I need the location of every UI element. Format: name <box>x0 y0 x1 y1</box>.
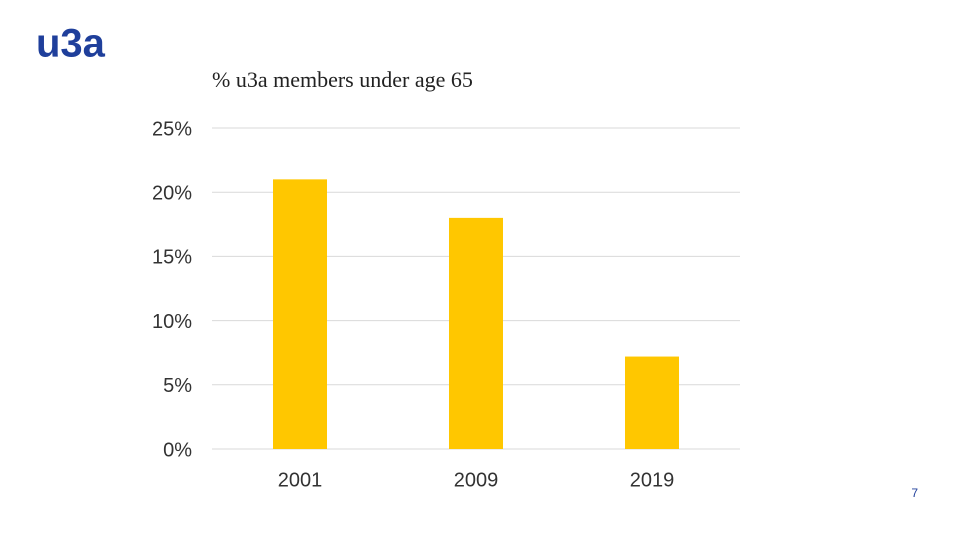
logo: u3a <box>36 22 106 66</box>
y-tick-label: 15% <box>152 247 192 269</box>
chart-title: % u3a members under age 65 <box>212 67 473 92</box>
x-tick-label: 2009 <box>454 469 499 491</box>
y-tick-label: 5% <box>163 375 192 397</box>
bar <box>625 356 679 449</box>
y-tick-label: 20% <box>152 182 192 204</box>
bar <box>273 179 327 450</box>
bar <box>449 217 503 449</box>
x-tick-label: 2019 <box>630 469 675 491</box>
page-number: 7 <box>911 486 918 500</box>
y-tick-label: 10% <box>152 311 192 333</box>
y-tick-label: 0% <box>163 439 192 461</box>
y-tick-label: 25% <box>152 118 192 140</box>
x-tick-label: 2001 <box>278 469 323 491</box>
